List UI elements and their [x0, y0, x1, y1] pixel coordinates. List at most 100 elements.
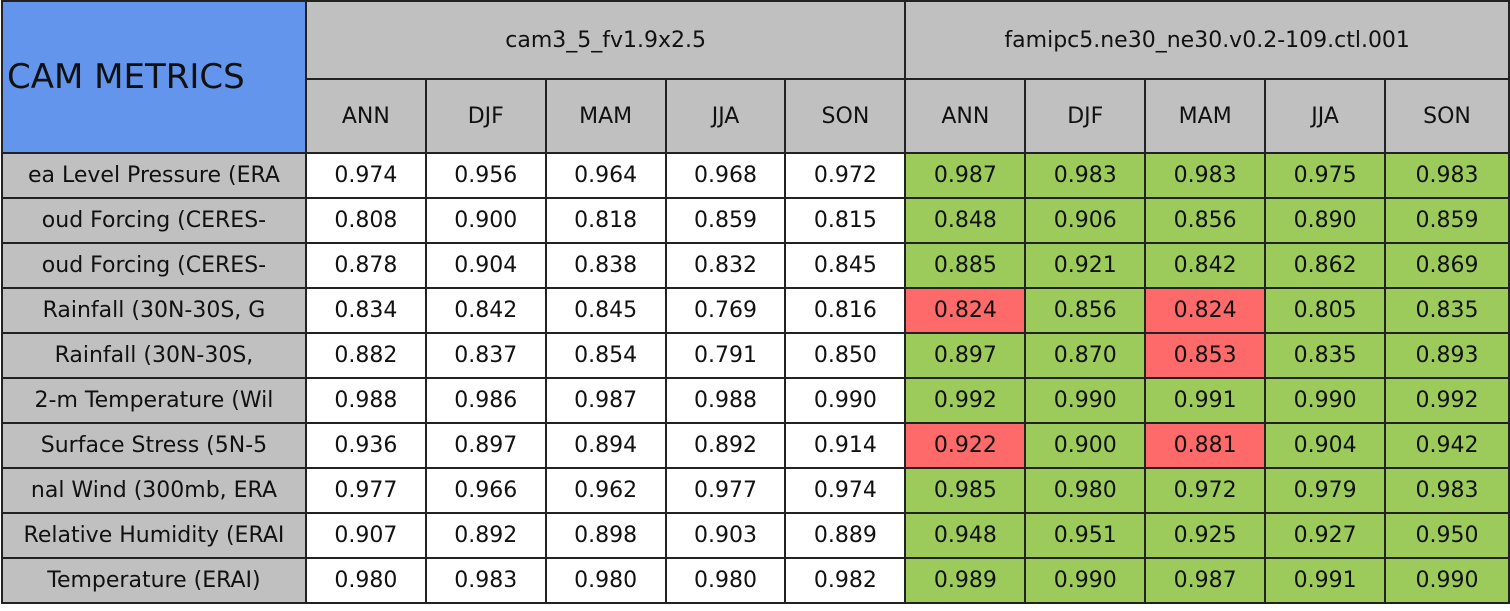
table-row: Temperature (ERAI) 0.980 0.983 0.980 0.980 0.…: [1, 557, 1510, 604]
value-cell: 0.990: [784, 377, 907, 424]
table-row: ANN DJF MAM JJA SON ANN DJF MAM JJA SON: [2, 78, 1510, 154]
value-cell: 0.834: [304, 287, 427, 334]
value-cell: 0.907: [304, 512, 427, 559]
value-cell: 0.869: [1384, 242, 1510, 289]
value-cell: 0.988: [304, 377, 427, 424]
value-cell: 0.808: [304, 197, 427, 244]
value-cell: 0.859: [1384, 197, 1510, 244]
value-cell: 0.983: [1384, 152, 1510, 199]
value-cell: 0.897: [904, 332, 1027, 379]
value-cell: 0.856: [1144, 197, 1267, 244]
value-cell: 0.989: [904, 557, 1027, 604]
value-cell: 0.987: [544, 377, 667, 424]
value-cell: 0.870: [1024, 332, 1147, 379]
value-cell: 0.962: [544, 467, 667, 514]
season-header: DJF: [424, 78, 547, 154]
row-label: Surface Stress (5N-5: [1, 422, 307, 469]
value-cell: 0.921: [1024, 242, 1147, 289]
value-cell: 0.897: [424, 422, 547, 469]
value-cell: 0.974: [304, 152, 427, 199]
value-cell: 0.816: [784, 287, 907, 334]
table-row: oud Forcing (CERES- 0.808 0.900 0.818 0.859 0…: [1, 197, 1510, 244]
table-row: nal Wind (300mb, ERA 0.977 0.966 0.962 0.977…: [1, 467, 1510, 514]
value-cell: 0.972: [1144, 467, 1267, 514]
value-cell: 0.964: [544, 152, 667, 199]
row-label: Rainfall (30N-30S,: [1, 332, 307, 379]
value-cell: 0.922: [904, 422, 1027, 469]
value-cell: 0.980: [304, 557, 427, 604]
value-cell: 0.914: [784, 422, 907, 469]
season-header: SON: [784, 78, 907, 154]
value-cell: 0.818: [544, 197, 667, 244]
season-header: ANN: [904, 78, 1027, 154]
value-cell: 0.972: [784, 152, 907, 199]
value-cell: 0.980: [664, 557, 787, 604]
value-cell: 0.985: [904, 467, 1027, 514]
value-cell: 0.951: [1024, 512, 1147, 559]
value-cell: 0.842: [1144, 242, 1267, 289]
value-cell: 0.854: [544, 332, 667, 379]
season-header: MAM: [544, 78, 667, 154]
value-cell: 0.991: [1264, 557, 1387, 604]
value-cell: 0.983: [1024, 152, 1147, 199]
table-row: oud Forcing (CERES- 0.878 0.904 0.838 0.832 0…: [1, 242, 1510, 289]
table-row: Rainfall (30N-30S, G 0.834 0.842 0.845 0.769…: [1, 287, 1510, 334]
value-cell: 0.835: [1384, 287, 1510, 334]
value-cell: 0.979: [1264, 467, 1387, 514]
value-cell: 0.892: [664, 422, 787, 469]
value-cell: 0.992: [904, 377, 1027, 424]
value-cell: 0.898: [544, 512, 667, 559]
season-header: ANN: [304, 78, 427, 154]
value-cell: 0.983: [1384, 467, 1510, 514]
table-title: CAM METRICS: [1, 0, 307, 154]
value-cell: 0.942: [1384, 422, 1510, 469]
value-cell: 0.948: [904, 512, 1027, 559]
value-cell: 0.900: [424, 197, 547, 244]
value-cell: 0.835: [1264, 332, 1387, 379]
row-label: Temperature (ERAI): [1, 557, 307, 604]
value-cell: 0.977: [664, 467, 787, 514]
value-cell: 0.988: [664, 377, 787, 424]
table-row: ea Level Pressure (ERA 0.974 0.956 0.964 0.9…: [1, 152, 1510, 199]
value-cell: 0.986: [424, 377, 547, 424]
table-row: Surface Stress (5N-5 0.936 0.897 0.894 0.892…: [1, 422, 1510, 469]
value-cell: 0.975: [1264, 152, 1387, 199]
value-cell: 0.791: [664, 332, 787, 379]
value-cell: 0.980: [544, 557, 667, 604]
value-cell: 0.968: [664, 152, 787, 199]
value-cell: 0.890: [1264, 197, 1387, 244]
value-cell: 0.889: [784, 512, 907, 559]
value-cell: 0.904: [424, 242, 547, 289]
value-cell: 0.881: [1144, 422, 1267, 469]
value-cell: 0.904: [1264, 422, 1387, 469]
group-header: famipc5.ne30_ne30.v0.2-109.ctl.001: [904, 0, 1510, 80]
table-row: Relative Humidity (ERAI 0.907 0.892 0.898 0.…: [1, 512, 1510, 559]
value-cell: 0.900: [1024, 422, 1147, 469]
value-cell: 0.862: [1264, 242, 1387, 289]
season-header: JJA: [664, 78, 787, 154]
table-row: CAM METRICS cam3_5_fv1.9x2.5 famipc5.ne30_…: [1, 0, 1510, 154]
row-label: oud Forcing (CERES-: [1, 242, 307, 289]
value-cell: 0.906: [1024, 197, 1147, 244]
value-cell: 0.805: [1264, 287, 1387, 334]
value-cell: 0.845: [544, 287, 667, 334]
value-cell: 0.977: [304, 467, 427, 514]
value-cell: 0.987: [1144, 557, 1267, 604]
value-cell: 0.903: [664, 512, 787, 559]
group-header: cam3_5_fv1.9x2.5: [304, 0, 907, 80]
value-cell: 0.990: [1264, 377, 1387, 424]
value-cell: 0.885: [904, 242, 1027, 289]
value-cell: 0.850: [784, 332, 907, 379]
value-cell: 0.990: [1024, 557, 1147, 604]
value-cell: 0.824: [1144, 287, 1267, 334]
value-cell: 0.892: [424, 512, 547, 559]
value-cell: 0.956: [424, 152, 547, 199]
value-cell: 0.983: [424, 557, 547, 604]
value-cell: 0.987: [904, 152, 1027, 199]
table-row: 2-m Temperature (Wil 0.988 0.986 0.987 0.988…: [1, 377, 1510, 424]
season-header: MAM: [1144, 78, 1267, 154]
value-cell: 0.848: [904, 197, 1027, 244]
row-label: oud Forcing (CERES-: [1, 197, 307, 244]
value-cell: 0.832: [664, 242, 787, 289]
